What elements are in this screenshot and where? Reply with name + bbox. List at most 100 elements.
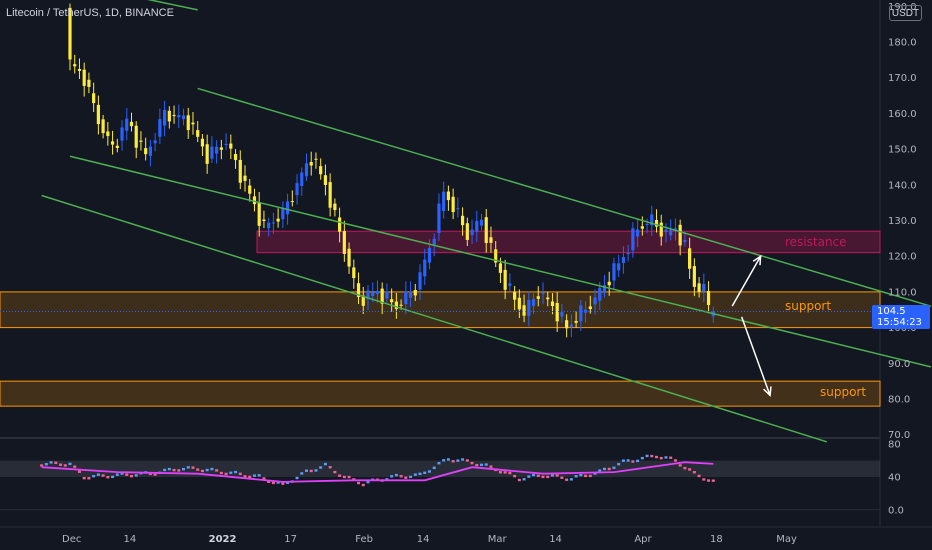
candle-body (139, 140, 143, 142)
candle-body (631, 228, 635, 251)
candle-body (702, 283, 706, 292)
candle-body (569, 324, 573, 327)
candle-body (153, 140, 157, 144)
candle-body (177, 114, 181, 118)
candle-body (110, 141, 115, 145)
price-tick-label: 190.0 (888, 2, 917, 13)
resistance-zone[interactable] (256, 230, 881, 254)
channel-line-lower[interactable] (41, 194, 828, 443)
candle-body (460, 215, 465, 226)
time-tick-label: 18 (710, 534, 723, 545)
candle-body (73, 64, 77, 67)
candle-body (640, 226, 644, 229)
oscillator-ma-line[interactable] (41, 461, 714, 483)
candle-body (68, 7, 72, 60)
candle-body (479, 219, 484, 226)
candle-body (158, 119, 162, 137)
candle-body (163, 109, 167, 126)
candle-body (210, 146, 214, 159)
candle-body (125, 118, 129, 131)
candle-body (565, 320, 569, 329)
candle-body (399, 304, 403, 306)
candle-body (612, 263, 616, 281)
candle-body (621, 257, 626, 264)
channel-line-upper[interactable] (197, 87, 932, 307)
support-label-upper: support (785, 299, 831, 313)
candle-body (314, 158, 318, 160)
candle-body (328, 182, 332, 208)
candle-body (271, 222, 275, 224)
resistance-label: resistance (785, 235, 847, 249)
support-zone-lower[interactable] (0, 380, 881, 407)
candle-body (115, 145, 119, 149)
candle-body (555, 302, 559, 322)
candle-body (196, 130, 200, 137)
candle-body (347, 248, 351, 267)
candle-body (413, 289, 417, 296)
candle-body (465, 223, 469, 240)
candle-body (423, 259, 427, 277)
candle-body (267, 222, 271, 229)
candle-body (697, 283, 701, 292)
price-tick-label: 130.0 (888, 216, 917, 227)
candle-body (92, 93, 96, 104)
candle-body (617, 263, 621, 271)
projection-arrow-up[interactable] (731, 254, 762, 307)
support-zone-upper[interactable] (0, 291, 881, 329)
candle-body (181, 115, 186, 120)
candle-body (494, 249, 498, 263)
candle-body (96, 104, 100, 125)
candle-body (290, 201, 294, 203)
candle-body (361, 295, 365, 306)
candle-body (186, 115, 190, 131)
candle-body (442, 191, 446, 212)
candle-body (508, 283, 512, 286)
price-tick-label: 110.0 (888, 287, 917, 298)
time-tick-label: May (776, 534, 797, 545)
currency-selector[interactable]: USDT (889, 5, 922, 21)
price-tick-label: 170.0 (888, 73, 917, 84)
candle-body (527, 299, 531, 316)
channel-line-middle[interactable] (69, 155, 932, 368)
bar-countdown: 15:54:23 (877, 317, 922, 328)
time-tick-label: 14 (123, 534, 136, 545)
candle-body (319, 166, 323, 175)
candle-body (664, 229, 668, 233)
candle-body (295, 183, 299, 196)
candle-body (375, 290, 380, 295)
candle-body (418, 272, 422, 290)
support-label-lower: support (820, 385, 866, 399)
candle-body (427, 247, 432, 263)
candle-body (669, 229, 673, 236)
candle-body (366, 290, 370, 300)
candle-body (106, 131, 110, 137)
price-tick-label: 150.0 (888, 145, 917, 156)
candle-body (219, 147, 223, 150)
candle-body (101, 119, 105, 134)
projection-arrow-down[interactable] (740, 316, 772, 398)
time-tick-label: 14 (549, 534, 562, 545)
price-tick-label: 90.0 (888, 359, 910, 370)
time-tick-label: 17 (284, 534, 297, 545)
candle-body (706, 290, 711, 305)
candle-body (191, 122, 195, 125)
candle-body (385, 291, 389, 299)
candle-body (248, 185, 252, 194)
candle-body (304, 163, 309, 177)
channel-line-top[interactable] (113, 0, 198, 11)
candle-body (470, 229, 474, 235)
candle-body (77, 68, 82, 71)
candle-body (394, 301, 398, 309)
candle-body (352, 267, 356, 279)
candle-body (636, 229, 640, 237)
candle-body (200, 138, 205, 147)
candle-body (683, 240, 687, 242)
candle-body (148, 146, 153, 156)
candle-body (356, 283, 361, 297)
candle-body (252, 196, 257, 205)
price-tick-label: 180.0 (888, 38, 917, 49)
candle-body (489, 237, 493, 243)
